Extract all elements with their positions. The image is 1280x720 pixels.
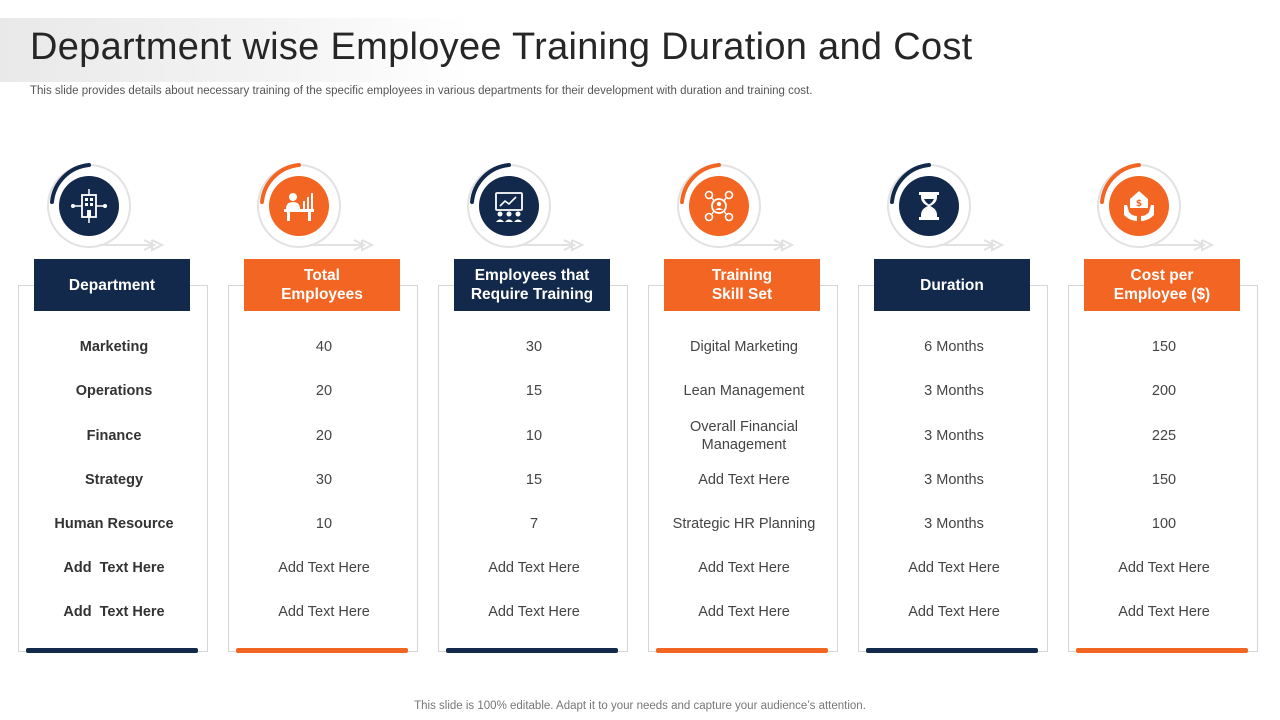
column-card: 30 15 10 15 7 Add Text Here Add Text Her… <box>438 285 628 652</box>
table-cell: Strategy <box>84 472 144 488</box>
column-card: 150 200 225 150 100 Add Text Here Add Te… <box>1068 285 1258 652</box>
column-header: Cost per Employee ($) <box>1084 259 1240 311</box>
table-cell: Add Text Here <box>488 604 580 620</box>
table-cell: 3 Months <box>924 383 984 399</box>
table-cell: Add Text Here <box>698 560 790 576</box>
column-employees-require-training: 30 15 10 15 7 Add Text Here Add Text Her… <box>438 160 628 660</box>
table-cell: Add Text Here <box>908 604 1000 620</box>
employee-desk-icon <box>269 176 329 236</box>
table-cell: 20 <box>315 428 333 444</box>
table-cell: Add Text Here <box>63 604 165 620</box>
table-cell: Add Text Here <box>908 560 1000 576</box>
table-cell: Add Text Here <box>278 604 370 620</box>
table-cell: 7 <box>529 516 539 532</box>
column-icon-group <box>254 160 394 252</box>
column-icon-group <box>44 160 184 252</box>
column-icon-group <box>464 160 604 252</box>
column-header: Training Skill Set <box>664 259 820 311</box>
column-card: Digital Marketing Lean Management Overal… <box>648 285 838 652</box>
column-card: 40 20 20 30 10 Add Text Here Add Text He… <box>228 285 418 652</box>
column-bottom-bar <box>1076 648 1248 653</box>
column-bottom-bar <box>656 648 828 653</box>
table-cell: 200 <box>1151 383 1177 399</box>
column-duration: 6 Months 3 Months 3 Months 3 Months 3 Mo… <box>858 160 1048 660</box>
table-cell: 30 <box>525 339 543 355</box>
column-department: Marketing Operations Finance Strategy Hu… <box>18 160 208 660</box>
table-cell: Human Resource <box>54 516 174 532</box>
table-cell: 6 Months <box>924 339 984 355</box>
table-cell: Overall Financial Management <box>690 419 798 453</box>
table-cell: 3 Months <box>924 428 984 444</box>
training-presentation-icon <box>479 176 539 236</box>
table-cell: Lean Management <box>683 383 805 399</box>
column-header: Total Employees <box>244 259 400 311</box>
table-cell: Add Text Here <box>63 560 165 576</box>
table-cell: Add Text Here <box>698 604 790 620</box>
table-cell: 3 Months <box>924 516 984 532</box>
column-bottom-bar <box>446 648 618 653</box>
table-cell: 150 <box>1151 339 1177 355</box>
table-cell: 10 <box>525 428 543 444</box>
column-icon-group: $ <box>1094 160 1234 252</box>
column-cost-per-employee: $ 150 200 225 150 100 Add Text Here Add … <box>1068 160 1258 660</box>
table-cell: 15 <box>525 383 543 399</box>
table-cell: Digital Marketing <box>690 339 798 355</box>
table-cell: 40 <box>315 339 333 355</box>
column-card: Marketing Operations Finance Strategy Hu… <box>18 285 208 652</box>
column-icon-group <box>674 160 814 252</box>
building-network-icon <box>59 176 119 236</box>
table-cell: 3 Months <box>924 472 984 488</box>
column-icon-group <box>884 160 1024 252</box>
table-cell: 10 <box>315 516 333 532</box>
column-bottom-bar <box>236 648 408 653</box>
page-title: Department wise Employee Training Durati… <box>30 26 973 68</box>
table-cell: Add Text Here <box>1118 604 1210 620</box>
footer-note: This slide is 100% editable. Adapt it to… <box>414 700 866 712</box>
column-header: Department <box>34 259 190 311</box>
money-hands-icon: $ <box>1109 176 1169 236</box>
table-cell: Add Text Here <box>278 560 370 576</box>
table-cell: Strategic HR Planning <box>672 516 816 532</box>
page-subtitle: This slide provides details about necess… <box>30 85 813 97</box>
table-cell: Add Text Here <box>1118 560 1210 576</box>
table-cell: Add Text Here <box>488 560 580 576</box>
table-cell: 225 <box>1151 428 1177 444</box>
column-header: Employees that Require Training <box>454 259 610 311</box>
table-cell: 150 <box>1151 472 1177 488</box>
column-bottom-bar <box>26 648 198 653</box>
table-cell: Operations <box>75 383 153 399</box>
table-cell: 15 <box>525 472 543 488</box>
column-training-skill-set: Digital Marketing Lean Management Overal… <box>648 160 838 660</box>
title-background <box>0 18 470 82</box>
column-total-employees: 40 20 20 30 10 Add Text Here Add Text He… <box>228 160 418 660</box>
table-cell: 30 <box>315 472 333 488</box>
skills-network-icon <box>689 176 749 236</box>
column-bottom-bar <box>866 648 1038 653</box>
table-cell: 100 <box>1151 516 1177 532</box>
hourglass-icon <box>899 176 959 236</box>
column-header: Duration <box>874 259 1030 311</box>
svg-text:$: $ <box>1136 199 1142 209</box>
table-cell: Finance <box>86 428 142 444</box>
table-cell: Marketing <box>79 339 149 355</box>
column-card: 6 Months 3 Months 3 Months 3 Months 3 Mo… <box>858 285 1048 652</box>
table-cell: Add Text Here <box>698 472 790 488</box>
table-cell: 20 <box>315 383 333 399</box>
